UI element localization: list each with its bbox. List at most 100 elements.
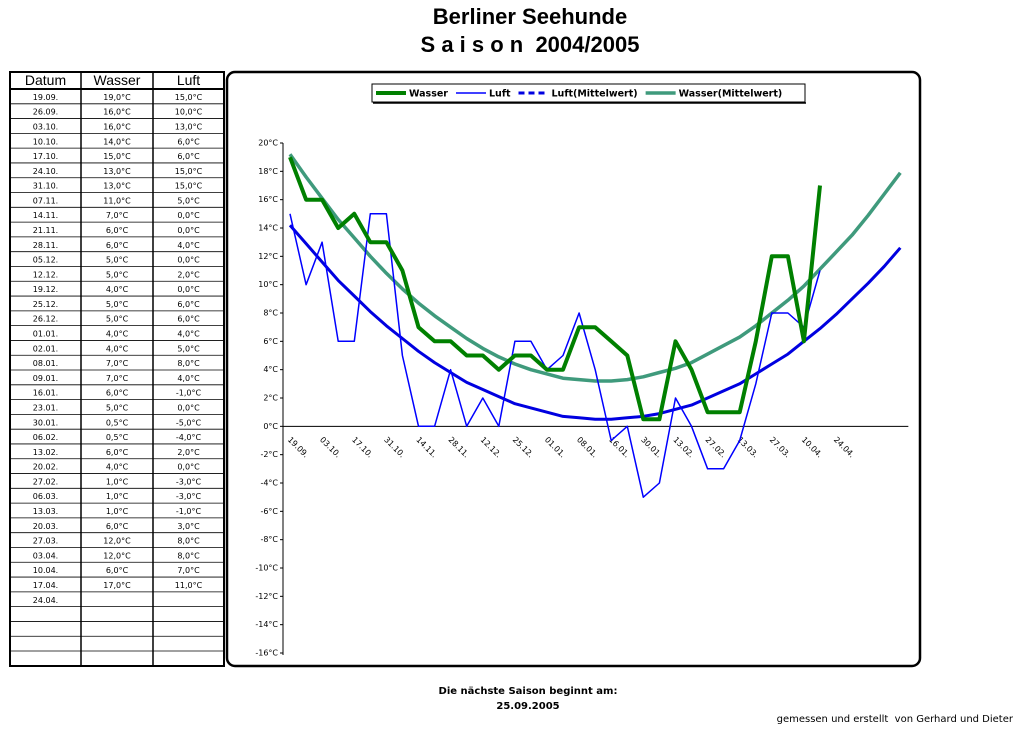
table-cell: 5,0°C: [106, 315, 129, 324]
table-cell: 13,0°C: [103, 167, 131, 176]
table-cell: 06.02.: [33, 433, 58, 442]
table-cell: -4,0°C: [176, 433, 202, 442]
table-cell: 1,0°C: [106, 477, 129, 486]
subtitle: S a i s o n 2004/2005: [421, 32, 640, 57]
legend-label: Wasser(Mittelwert): [679, 89, 783, 100]
table-cell: 1,0°C: [106, 492, 129, 501]
table-cell: 7,0°C: [177, 566, 200, 575]
table-cell: 4,0°C: [106, 285, 129, 294]
legend-label: Wasser: [409, 89, 448, 100]
table-cell: 6,0°C: [177, 315, 200, 324]
table-cell: -1,0°C: [176, 507, 202, 516]
table-cell: 23.01.: [33, 403, 58, 412]
table-cell: 6,0°C: [106, 566, 129, 575]
table-cell: 11,0°C: [103, 196, 131, 205]
table-cell: 14,0°C: [103, 137, 131, 146]
table-cell: 03.10.: [33, 122, 58, 131]
table-cell: 2,0°C: [177, 270, 200, 279]
table-cell: 7,0°C: [106, 211, 129, 220]
y-tick-label: -16°C: [255, 649, 278, 658]
table-cell: 4,0°C: [177, 330, 200, 339]
table-cell: -5,0°C: [176, 418, 202, 427]
table-cell: 7,0°C: [106, 359, 129, 368]
y-tick-label: 8°C: [263, 309, 278, 318]
table-cell: 15,0°C: [103, 152, 131, 161]
table-cell: 6,0°C: [106, 522, 129, 531]
table-cell: 19,0°C: [103, 93, 131, 102]
y-tick-label: -8°C: [260, 535, 278, 544]
table-cell: -3,0°C: [176, 492, 202, 501]
table-cell: 16.01.: [33, 389, 58, 398]
y-tick-label: 4°C: [263, 365, 278, 374]
table-cell: 0,0°C: [177, 226, 200, 235]
table-cell: 0,5°C: [106, 418, 129, 427]
table-cell: 4,0°C: [177, 241, 200, 250]
table-cell: 16,0°C: [103, 122, 131, 131]
y-tick-label: -6°C: [260, 507, 278, 516]
series-line: [289, 213, 821, 498]
column-header: Luft: [177, 72, 200, 88]
y-tick-label: 18°C: [258, 167, 278, 176]
title: Berliner Seehunde: [433, 4, 627, 29]
y-tick-label: -4°C: [260, 479, 278, 488]
series-line: [288, 224, 902, 421]
table-cell: 15,0°C: [175, 93, 203, 102]
table-cell: 5,0°C: [177, 344, 200, 353]
table-cell: 6,0°C: [106, 241, 129, 250]
table-cell: 5,0°C: [106, 270, 129, 279]
y-tick-label: -12°C: [255, 592, 278, 601]
y-tick-label: 16°C: [258, 195, 278, 204]
table-cell: 1,0°C: [106, 507, 129, 516]
footer-date: 25.09.2005: [496, 701, 559, 712]
table-cell: 10.04.: [33, 566, 58, 575]
table-cell: 12.12.: [33, 270, 58, 279]
table-cell: 26.09.: [33, 108, 58, 117]
y-tick-label: 10°C: [258, 280, 278, 289]
table-cell: 5,0°C: [106, 403, 129, 412]
table-cell: 0,0°C: [177, 285, 200, 294]
table-cell: 09.01.: [33, 374, 58, 383]
table-cell: 13.03.: [33, 507, 58, 516]
y-tick-label: 2°C: [263, 394, 278, 403]
table-cell: 6,0°C: [106, 226, 129, 235]
table-cell: 07.11.: [33, 196, 58, 205]
credit: gemessen und erstellt von Gerhard und Di…: [777, 714, 1014, 725]
chart-frame: [225, 70, 922, 668]
table-cell: 06.03.: [33, 492, 58, 501]
column-header: Wasser: [94, 72, 141, 88]
table-cell: 4,0°C: [106, 330, 129, 339]
table-cell: 12,0°C: [103, 551, 131, 560]
table-cell: 6,0°C: [106, 389, 129, 398]
series-line: [288, 156, 822, 422]
table-cell: 13.02.: [33, 448, 58, 457]
table-cell: 10.10.: [33, 137, 58, 146]
table-cell: 19.12.: [33, 285, 58, 294]
table-cell: 17.04.: [33, 581, 58, 590]
legend-box: [371, 83, 806, 103]
y-tick-label: 12°C: [258, 252, 278, 261]
table-cell: 24.10.: [33, 167, 58, 176]
table-cell: -3,0°C: [176, 477, 202, 486]
table-cell: 20.03.: [33, 522, 58, 531]
y-tick-label: 0°C: [263, 422, 278, 431]
table-cell: 14.11.: [33, 211, 58, 220]
table-cell: 15,0°C: [175, 182, 203, 191]
table-cell: 0,0°C: [177, 403, 200, 412]
table-cell: 11,0°C: [175, 581, 203, 590]
table-cell: 4,0°C: [106, 463, 129, 472]
table-cell: 21.11.: [33, 226, 58, 235]
table-cell: 31.10.: [33, 182, 58, 191]
table-cell: 03.04.: [33, 551, 58, 560]
y-tick-label: 6°C: [263, 337, 278, 346]
table-cell: 30.01.: [33, 418, 58, 427]
table-cell: 15,0°C: [175, 167, 203, 176]
table-cell: 19.09.: [33, 93, 58, 102]
table-cell: 4,0°C: [177, 374, 200, 383]
table-cell: 5,0°C: [177, 196, 200, 205]
table-cell: 7,0°C: [106, 374, 129, 383]
table-cell: 0,5°C: [106, 433, 129, 442]
table-cell: 17.10.: [33, 152, 58, 161]
y-tick-label: -2°C: [260, 450, 278, 459]
table-cell: 6,0°C: [177, 300, 200, 309]
